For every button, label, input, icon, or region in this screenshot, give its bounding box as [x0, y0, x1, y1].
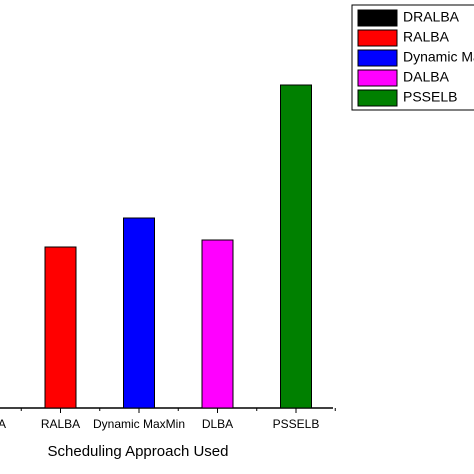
x-tick-label: DRALBA — [0, 417, 6, 431]
legend-swatch — [357, 9, 398, 27]
legend-label: DRALBA — [403, 9, 460, 25]
legend-label: RALBA — [403, 29, 450, 45]
x-tick-label: Dynamic MaxMin — [93, 417, 185, 431]
bar — [123, 217, 155, 409]
legend-swatch — [357, 29, 398, 47]
x-tick-label: PSSELB — [273, 417, 320, 431]
bar — [280, 84, 312, 409]
x-tick-label: RALBA — [41, 417, 80, 431]
legend: DRALBA RALBA Dynamic MaxMin DALBA PSSELB — [351, 4, 474, 111]
x-axis-title: Scheduling Approach Used — [48, 443, 229, 460]
bar — [201, 239, 234, 409]
legend-label: Dynamic MaxMin — [403, 49, 474, 65]
bar — [44, 246, 77, 409]
x-tick-label: DLBA — [202, 417, 233, 431]
legend-label: DALBA — [403, 69, 450, 85]
legend-swatch — [357, 89, 398, 107]
legend-label: PSSELB — [403, 89, 457, 105]
legend-swatch — [357, 49, 398, 67]
legend-swatch — [357, 69, 398, 87]
